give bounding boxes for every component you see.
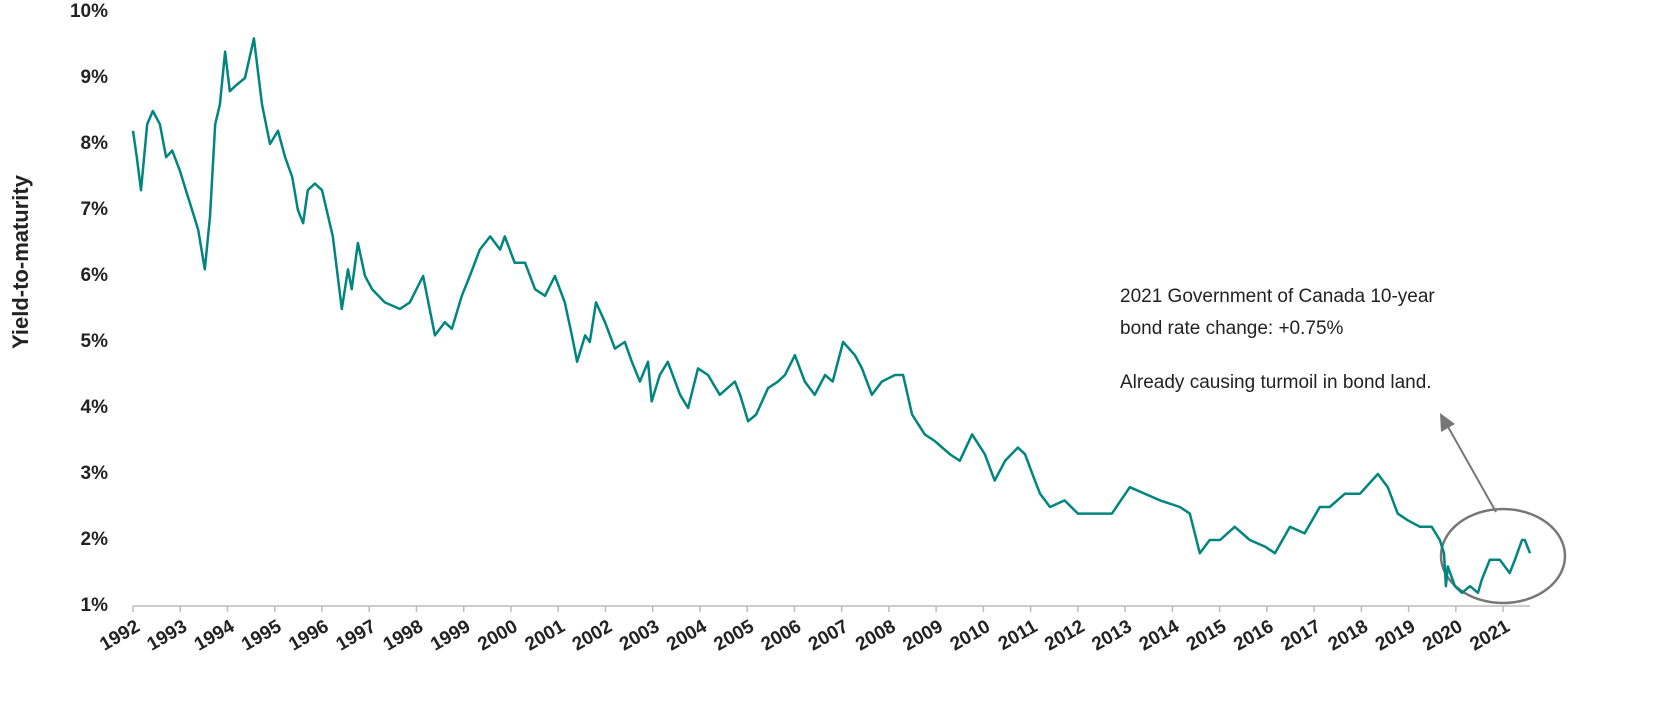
x-tick-label: 2017 [1277, 616, 1324, 655]
x-tick-label: 1993 [144, 616, 191, 655]
x-tick-label: 1997 [333, 616, 380, 655]
x-tick-label: 2009 [900, 616, 947, 655]
x-tick-label: 1999 [427, 616, 474, 655]
x-tick-label: 1995 [238, 616, 285, 656]
y-tick-label: 5% [81, 331, 109, 352]
x-tick-label: 2010 [947, 616, 994, 655]
x-tick-label: 2011 [995, 616, 1042, 655]
x-tick-label: 2000 [474, 616, 521, 655]
y-tick-label: 1% [81, 595, 109, 616]
x-tick-label: 1998 [380, 616, 427, 655]
y-tick-label: 9% [81, 67, 109, 88]
x-tick-label: 1994 [191, 616, 238, 656]
arrow-head [1440, 413, 1455, 432]
x-tick-label: 1996 [285, 616, 332, 655]
x-tick-label: 2012 [1041, 616, 1088, 655]
x-tick-label: 2008 [852, 616, 899, 655]
x-tick-label: 2016 [1230, 616, 1277, 655]
x-tick-label: 2014 [1136, 616, 1183, 656]
line-series [131, 37, 1532, 595]
x-tick-label: 2018 [1325, 616, 1372, 655]
x-tick-label: 2006 [758, 616, 805, 655]
x-tick-label: 2020 [1419, 616, 1466, 655]
y-tick-label: 3% [81, 463, 109, 484]
annotation: bond rate change: +0.75% [1120, 318, 1344, 339]
y-tick-label: 2% [81, 529, 109, 550]
x-tick-label: 2007 [805, 616, 852, 655]
annotation-arrow [1446, 424, 1497, 513]
y-tick-label: 10% [70, 1, 108, 22]
x-tick-label: 2021 [1466, 616, 1513, 656]
highlight-circle [1439, 507, 1567, 605]
x-tick-label: 2019 [1372, 616, 1419, 655]
x-tick-label: 2003 [616, 616, 663, 655]
annotation: 2021 Government of Canada 10-year [1120, 286, 1435, 307]
x-tick-label: 2005 [711, 616, 758, 656]
x-tick-label: 2013 [1089, 616, 1136, 655]
x-tick-label: 2004 [663, 616, 710, 656]
x-tick-label: 1992 [96, 616, 143, 655]
y-axis-label: Yield-to-maturity [8, 174, 33, 349]
y-tick-label: 7% [81, 199, 109, 220]
y-tick-label: 6% [81, 265, 109, 286]
x-tick-label: 2001 [522, 616, 569, 656]
y-tick-label: 4% [81, 397, 109, 418]
x-tick-label: 2015 [1183, 616, 1230, 656]
y-tick-label: 8% [81, 133, 109, 154]
x-tick-label: 2002 [569, 616, 616, 655]
annotation: Already causing turmoil in bond land. [1120, 372, 1432, 393]
